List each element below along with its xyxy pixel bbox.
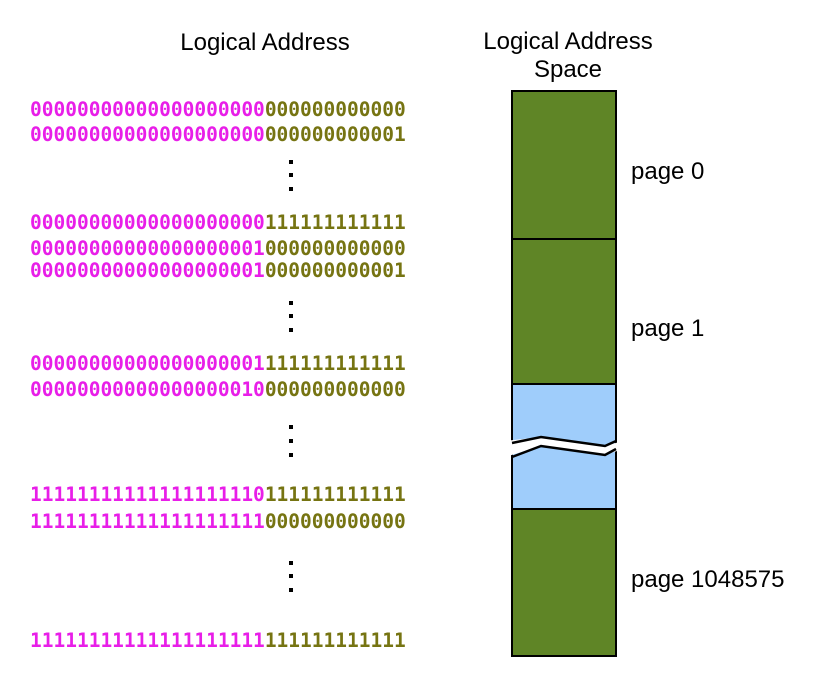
- address-space-heading-line2: Space: [534, 56, 602, 83]
- address-row: 00000000000000000010000000000000: [30, 378, 406, 401]
- address-row: 00000000000000000000000000000001: [30, 123, 406, 146]
- break-mark: [505, 437, 623, 457]
- break-line-upper: [511, 435, 617, 448]
- page-0-block: [511, 90, 617, 240]
- page-number-bits: 11111111111111111110: [30, 483, 265, 506]
- offset-bits: 000000000001: [265, 123, 406, 146]
- logical-address-heading: Logical Address: [180, 29, 349, 56]
- offset-bits: 000000000000: [265, 510, 406, 533]
- page-0-label: page 0: [631, 158, 704, 185]
- break-line-lower: [511, 444, 617, 459]
- page-number-bits: 00000000000000000010: [30, 378, 265, 401]
- address-row: 11111111111111111110111111111111: [30, 483, 406, 506]
- page-number-bits: 00000000000000000000: [30, 98, 265, 121]
- page-number-bits: 00000000000000000000: [30, 211, 265, 234]
- offset-bits: 111111111111: [265, 211, 406, 234]
- address-row: 00000000000000000000000000000000: [30, 98, 406, 121]
- page-number-bits: 00000000000000000001: [30, 259, 265, 282]
- page-1048575-block: [511, 508, 617, 657]
- offset-bits: 000000000000: [265, 98, 406, 121]
- offset-bits: 000000000000: [265, 378, 406, 401]
- page-1048575-label: page 1048575: [631, 566, 785, 593]
- address-list: 00000000000000000000000000000000 0000000…: [30, 98, 406, 652]
- address-space-heading-line1: Logical Address: [483, 28, 652, 55]
- page-number-bits: 00000000000000000001: [30, 352, 265, 375]
- page-number-bits: 11111111111111111111: [30, 510, 265, 533]
- page-number-bits: 00000000000000000000: [30, 123, 265, 146]
- address-row: 11111111111111111111000000000000: [30, 510, 406, 533]
- ellipsis-group: [289, 160, 293, 592]
- offset-bits: 111111111111: [265, 352, 406, 375]
- page-number-bits: 00000000000000000001: [30, 237, 265, 260]
- page-1-label: page 1: [631, 315, 704, 342]
- address-row: 00000000000000000001000000000001: [30, 259, 406, 282]
- offset-bits: 000000000000: [265, 237, 406, 260]
- address-row: 00000000000000000000111111111111: [30, 211, 406, 234]
- address-row: 00000000000000000001111111111111: [30, 352, 406, 375]
- address-row: 00000000000000000001000000000000: [30, 237, 406, 260]
- offset-bits: 111111111111: [265, 629, 406, 652]
- address-row: 11111111111111111111111111111111: [30, 629, 406, 652]
- vertical-ellipsis-icon: [289, 561, 293, 592]
- offset-bits: 000000000001: [265, 259, 406, 282]
- page-number-bits: 11111111111111111111: [30, 629, 265, 652]
- address-space-column: [505, 90, 623, 657]
- vertical-ellipsis-icon: [289, 425, 293, 457]
- offset-bits: 111111111111: [265, 483, 406, 506]
- page-1-block: [511, 238, 617, 385]
- vertical-ellipsis-icon: [289, 160, 293, 191]
- vertical-ellipsis-icon: [289, 301, 293, 332]
